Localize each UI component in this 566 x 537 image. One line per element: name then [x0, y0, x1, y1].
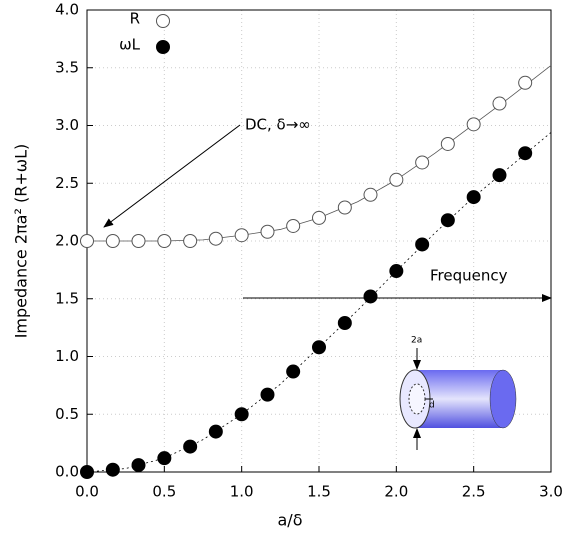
point [337, 200, 352, 215]
point [157, 234, 172, 248]
y-tick-label: 0.0 [55, 463, 79, 481]
point [337, 316, 352, 331]
point [363, 289, 378, 304]
point [312, 340, 326, 355]
point [286, 218, 301, 233]
inset-cylinder [399, 348, 517, 450]
y-tick-label: 3.0 [55, 116, 79, 134]
point [389, 172, 404, 187]
x-tick-label: 1.0 [230, 483, 254, 501]
legend-label: R [130, 10, 140, 28]
y-tick-label: 2.5 [55, 174, 79, 192]
y-axis-label: Impedance 2πa² (R+ωL) [12, 144, 31, 339]
x-tick-label: 0.5 [152, 483, 176, 501]
x-tick-label: 2.0 [384, 483, 408, 501]
point [157, 451, 172, 466]
x-tick-label: 2.5 [462, 483, 486, 501]
point [183, 234, 198, 248]
y-tick-label: 1.5 [55, 289, 79, 307]
x-tick-label: 1.5 [307, 483, 331, 501]
point [105, 462, 120, 477]
x-axis-label: a/δ [278, 511, 303, 530]
point [80, 465, 94, 479]
point [492, 168, 507, 183]
point [440, 136, 455, 151]
x-tick-label: 0.0 [75, 483, 99, 501]
dc-arrow [103, 124, 241, 228]
point [105, 234, 120, 248]
point [518, 146, 533, 161]
point [415, 155, 430, 170]
legend-label: ωL [119, 36, 141, 54]
x-tick-label: 3.0 [539, 483, 563, 501]
point [466, 117, 481, 132]
y-tick-label: 0.5 [55, 405, 79, 423]
point [131, 234, 146, 248]
legend-marker [156, 40, 170, 54]
point [363, 187, 378, 202]
y-tick-label: 3.5 [55, 58, 79, 76]
legend-marker [156, 14, 170, 28]
y-tick-label: 1.0 [55, 347, 79, 365]
point [208, 424, 223, 439]
point [492, 96, 507, 111]
inset-label: d [429, 401, 435, 411]
point [208, 231, 223, 246]
point [183, 439, 198, 454]
point [131, 458, 146, 473]
inset-label: 2a [411, 336, 422, 346]
point [440, 213, 455, 228]
point [415, 237, 430, 252]
point [260, 224, 275, 239]
annotation: DC, δ→∞ [245, 116, 311, 134]
point [312, 210, 326, 225]
point [234, 228, 249, 243]
point [286, 364, 301, 379]
point [234, 407, 249, 422]
annotation: Frequency [430, 267, 508, 285]
point [389, 264, 404, 279]
point [518, 75, 533, 90]
point [260, 387, 275, 402]
y-tick-label: 4.0 [55, 1, 79, 19]
point [466, 190, 481, 205]
y-tick-label: 2.0 [55, 232, 79, 250]
point [80, 234, 94, 248]
